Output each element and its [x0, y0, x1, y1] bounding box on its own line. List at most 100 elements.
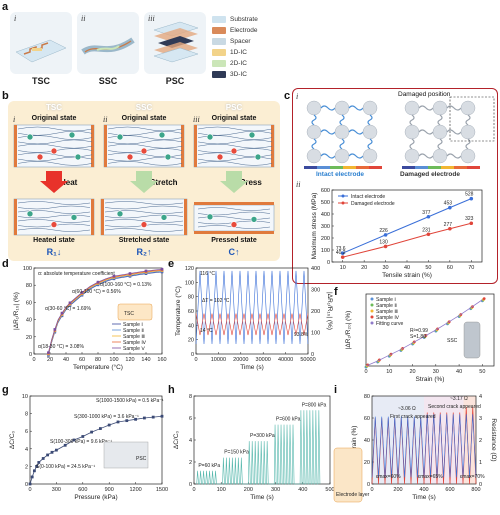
y-tick-label: 60	[26, 300, 32, 306]
legend-swatch	[212, 49, 226, 56]
slope-annotation: α(30-60 °C) = 1.69%	[45, 306, 91, 312]
legend-item-2d-ic: 2D-IC	[212, 58, 258, 69]
x-tick-label: 200	[244, 487, 253, 493]
panel-b-roman: ii	[103, 115, 108, 124]
electrode-node	[432, 124, 448, 140]
y-tick-label: 4	[25, 447, 28, 453]
polymer-chain	[197, 156, 273, 162]
pressure-step-label: P=150 kPa	[224, 450, 249, 456]
x-tick-label: 100	[109, 357, 118, 363]
x-tick-label: 200	[393, 487, 402, 493]
polymer-chain	[17, 161, 93, 166]
data-point	[116, 420, 120, 424]
data-label: 528	[465, 192, 474, 198]
x-tick-label: 600	[445, 487, 454, 493]
ion	[68, 131, 76, 139]
data-point	[30, 475, 34, 479]
x-tick-label: 50	[479, 369, 485, 375]
data-point	[41, 457, 45, 460]
serpentine-interconnect	[446, 105, 462, 111]
slope-annotation: α(18-30 °C) = 3.08%	[38, 344, 84, 350]
data-label: 73.6	[336, 246, 346, 252]
inset-label: SSC	[447, 338, 458, 344]
data-point	[448, 205, 452, 210]
data-point	[53, 328, 57, 331]
action-label: Stretch	[150, 178, 178, 187]
action-label: Press	[240, 178, 262, 187]
serpentine-interconnect	[348, 129, 364, 135]
annotation: Second crack appeared	[428, 404, 481, 410]
polymer-chain	[17, 143, 93, 149]
panel-b-roman: iii	[193, 115, 200, 124]
electrode-patterns	[304, 96, 495, 169]
panel-a-i: i	[14, 14, 17, 23]
annotation: εmax=65%	[418, 474, 443, 480]
ion	[74, 153, 82, 161]
x-tick-label: 1500	[156, 487, 168, 493]
y-tick-label: 500	[321, 200, 330, 206]
serpentine-interconnect	[348, 105, 364, 111]
electrode-node	[334, 100, 350, 116]
ssc-device-illustration	[81, 37, 135, 55]
panel-b-column-ssc: ii SSC Original state Stretch Stretched …	[100, 101, 188, 261]
serpentine-interconnect	[367, 114, 373, 126]
x-tick-label: 300	[271, 487, 280, 493]
y-tick-label: 200	[321, 236, 330, 242]
result-state-label: Heated state	[33, 237, 75, 244]
data-point	[68, 301, 72, 305]
serpentine-interconnect	[339, 138, 345, 150]
action-label: Heat	[60, 178, 78, 187]
electrode-node	[362, 124, 378, 140]
legend-item-electrode: Electrode	[212, 25, 258, 36]
y-axis-label: |ΔR₁/R₁₀| (%)	[13, 292, 20, 330]
y-tick-label: 600	[321, 188, 330, 194]
x-tick-label: 20	[361, 265, 367, 271]
y-tick-label: 60	[364, 416, 370, 422]
ion	[206, 213, 214, 221]
legend-label: 2D-IC	[230, 60, 247, 67]
y-tick-label: 2	[189, 460, 192, 466]
y-tick-label: 80	[26, 283, 32, 289]
legend-marker	[370, 303, 374, 307]
data-point	[72, 438, 76, 442]
network-illustration	[13, 124, 95, 236]
original-state-label: Original state	[121, 115, 167, 122]
x-tick-label: 80	[95, 357, 101, 363]
annotation: 116 °C	[200, 271, 215, 277]
data-point	[90, 430, 93, 434]
legend-label: Damaged electrode	[351, 201, 395, 207]
heat-arrow	[40, 171, 68, 193]
data-point	[469, 196, 474, 201]
electrode-bar	[184, 199, 187, 235]
data-point	[50, 450, 54, 454]
damaged-position-box	[449, 96, 495, 142]
panel-b-title: SSC	[135, 103, 153, 112]
data-point	[96, 280, 100, 284]
electrode-node	[404, 124, 420, 140]
x-tick-label: 70	[468, 265, 474, 271]
x-tick-label: 800	[471, 487, 480, 493]
y-tick-label: 100	[23, 266, 32, 272]
electrode-node	[306, 100, 322, 116]
network-illustration	[100, 124, 188, 236]
legend-item-substrate: Substrate	[212, 14, 258, 25]
chart-note: α: absolute temperature coefficient	[38, 271, 115, 277]
ssc-title: SSC	[98, 76, 118, 86]
y2-tick-label: 400	[311, 266, 320, 272]
legend-swatch	[212, 38, 226, 45]
intact-electrode-caption: Intact electrode	[316, 171, 365, 178]
electrode-bar	[101, 199, 104, 235]
panel-g-label: g	[2, 384, 9, 396]
ion	[164, 153, 172, 161]
electrode-node	[404, 100, 420, 116]
result-state-label: Stretched state	[118, 237, 170, 244]
polymer-chain	[17, 156, 93, 162]
tsc-device-illustration	[15, 39, 67, 63]
x-tick-label: 40	[456, 369, 462, 375]
electrode-node	[362, 100, 378, 116]
annotation: εmax=70%	[460, 474, 485, 480]
serpentine-interconnect	[367, 138, 373, 150]
polymer-chain	[17, 201, 91, 205]
polymer-chain	[197, 139, 273, 145]
x-axis-label: Time (s)	[412, 494, 436, 501]
